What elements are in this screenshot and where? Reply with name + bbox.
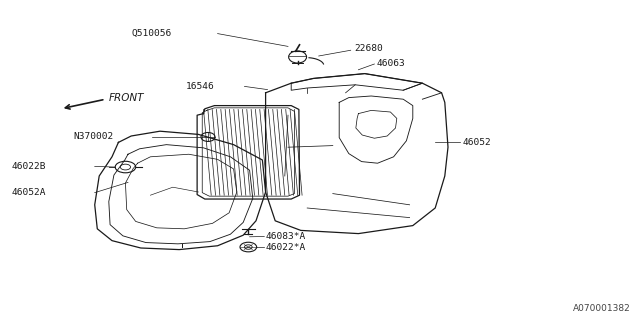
Text: N370002: N370002	[74, 132, 114, 141]
Text: A070001382: A070001382	[573, 304, 630, 313]
Text: 46063: 46063	[376, 59, 405, 68]
Text: 46022*A: 46022*A	[266, 243, 306, 252]
Text: FRONT: FRONT	[109, 93, 144, 103]
Text: 46052: 46052	[462, 138, 491, 147]
Text: Q510056: Q510056	[131, 29, 172, 38]
Text: 46083*A: 46083*A	[266, 232, 306, 241]
Text: 22680: 22680	[354, 44, 383, 53]
Text: 46022B: 46022B	[12, 162, 46, 171]
Text: 46052A: 46052A	[12, 188, 46, 197]
Text: 16546: 16546	[186, 82, 214, 91]
